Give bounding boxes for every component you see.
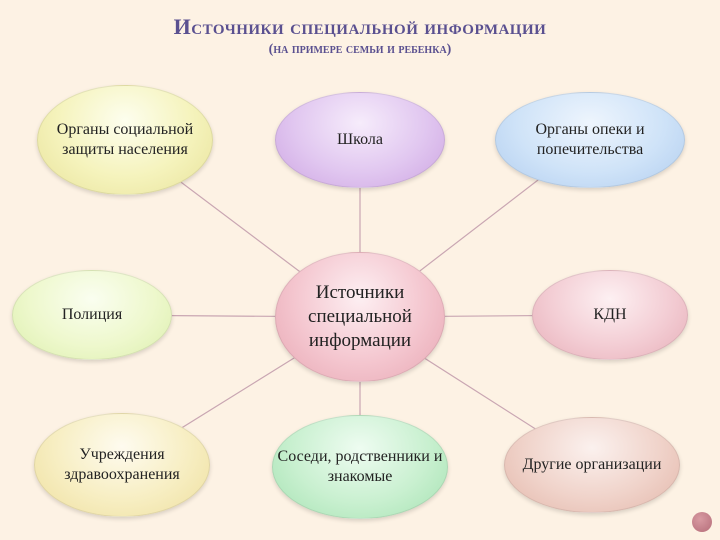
outer-node-label: Полиция [62, 305, 122, 325]
outer-node: Органы опеки и попечительства [495, 92, 685, 188]
outer-node: КДН [532, 270, 688, 360]
outer-node-label: Школа [337, 130, 383, 150]
outer-node: Учреждения здравоохранения [34, 413, 210, 517]
outer-node: Школа [275, 92, 445, 188]
corner-accent [692, 512, 712, 532]
outer-node-label: Органы социальной защиты населения [42, 120, 208, 160]
outer-node: Другие организации [504, 417, 680, 513]
outer-node-label: Другие организации [523, 455, 662, 475]
outer-node: Соседи, родственники и знакомые [272, 415, 448, 519]
page-subtitle: (на примере семьи и ребенка) [0, 42, 720, 58]
center-node: Источники специальной информации [275, 252, 445, 382]
outer-node: Полиция [12, 270, 172, 360]
page-title: Источники специальной информации [0, 0, 720, 40]
outer-node: Органы социальной защиты населения [37, 85, 213, 195]
outer-node-label: Соседи, родственники и знакомые [277, 447, 443, 487]
outer-node-label: Учреждения здравоохранения [39, 445, 205, 485]
center-node-label: Источники специальной информации [280, 281, 440, 352]
outer-node-label: КДН [593, 305, 626, 325]
outer-node-label: Органы опеки и попечительства [500, 120, 680, 160]
